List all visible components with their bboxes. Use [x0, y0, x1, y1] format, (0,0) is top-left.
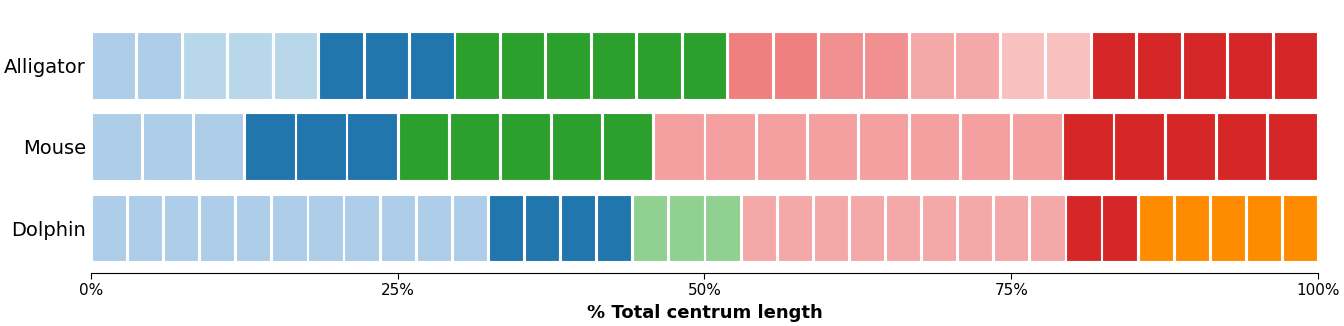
Bar	[91, 32, 136, 99]
Bar	[1102, 195, 1137, 261]
Bar	[859, 113, 909, 180]
Bar	[364, 32, 409, 99]
Bar	[1284, 195, 1317, 261]
Bar	[961, 113, 1011, 180]
Bar	[1001, 32, 1044, 99]
Bar	[683, 32, 726, 99]
Bar	[273, 195, 306, 261]
Bar	[142, 113, 192, 180]
Bar	[655, 113, 703, 180]
Bar	[774, 32, 817, 99]
Bar	[297, 113, 345, 180]
Bar	[910, 113, 960, 180]
Bar	[308, 195, 343, 261]
Bar	[137, 32, 181, 99]
Bar	[237, 195, 270, 261]
Bar	[128, 195, 163, 261]
Bar	[1216, 113, 1266, 180]
Bar	[410, 32, 453, 99]
Bar	[526, 195, 559, 261]
Bar	[1247, 195, 1281, 261]
Bar	[1267, 113, 1317, 180]
Bar	[849, 195, 884, 261]
Bar	[380, 195, 415, 261]
Bar	[348, 113, 396, 180]
Bar	[453, 195, 487, 261]
Bar	[91, 195, 126, 261]
Bar	[1031, 195, 1064, 261]
Bar	[417, 195, 452, 261]
Bar	[818, 32, 863, 99]
Bar	[319, 32, 363, 99]
Bar	[274, 32, 317, 99]
Bar	[706, 195, 739, 261]
Bar	[1091, 32, 1136, 99]
Bar	[450, 113, 499, 180]
Bar	[183, 32, 226, 99]
Bar	[742, 195, 775, 261]
Bar	[194, 113, 243, 180]
Bar	[1175, 195, 1208, 261]
Bar	[1114, 113, 1164, 180]
Bar	[813, 195, 848, 261]
Bar	[886, 195, 921, 261]
Bar	[956, 32, 999, 99]
Bar	[1228, 32, 1271, 99]
Bar	[603, 113, 652, 180]
Bar	[164, 195, 199, 261]
Bar	[1165, 113, 1215, 180]
Bar	[1046, 32, 1090, 99]
Bar	[1012, 113, 1062, 180]
Bar	[597, 195, 632, 261]
Bar	[456, 32, 499, 99]
Bar	[91, 113, 141, 180]
Bar	[501, 32, 544, 99]
Bar	[245, 113, 294, 180]
Bar	[591, 32, 636, 99]
Bar	[778, 195, 812, 261]
Bar	[1063, 113, 1113, 180]
Bar	[560, 195, 595, 261]
Bar	[757, 113, 806, 180]
Bar	[200, 195, 234, 261]
Bar	[669, 195, 703, 261]
Bar	[922, 195, 956, 261]
Bar	[1211, 195, 1245, 261]
Bar	[808, 113, 857, 180]
Bar	[728, 32, 771, 99]
Bar	[637, 32, 681, 99]
Bar	[864, 32, 909, 99]
Bar	[546, 32, 590, 99]
Bar	[552, 113, 601, 180]
Bar	[399, 113, 448, 180]
X-axis label: % Total centrum length: % Total centrum length	[586, 304, 823, 322]
Bar	[501, 113, 550, 180]
Bar	[1274, 32, 1317, 99]
Bar	[1138, 195, 1173, 261]
Bar	[910, 32, 953, 99]
Bar	[958, 195, 992, 261]
Bar	[228, 32, 271, 99]
Bar	[1137, 32, 1181, 99]
Bar	[706, 113, 755, 180]
Bar	[489, 195, 523, 261]
Bar	[1183, 32, 1226, 99]
Bar	[995, 195, 1028, 261]
Bar	[1066, 195, 1101, 261]
Bar	[633, 195, 668, 261]
Bar	[344, 195, 379, 261]
